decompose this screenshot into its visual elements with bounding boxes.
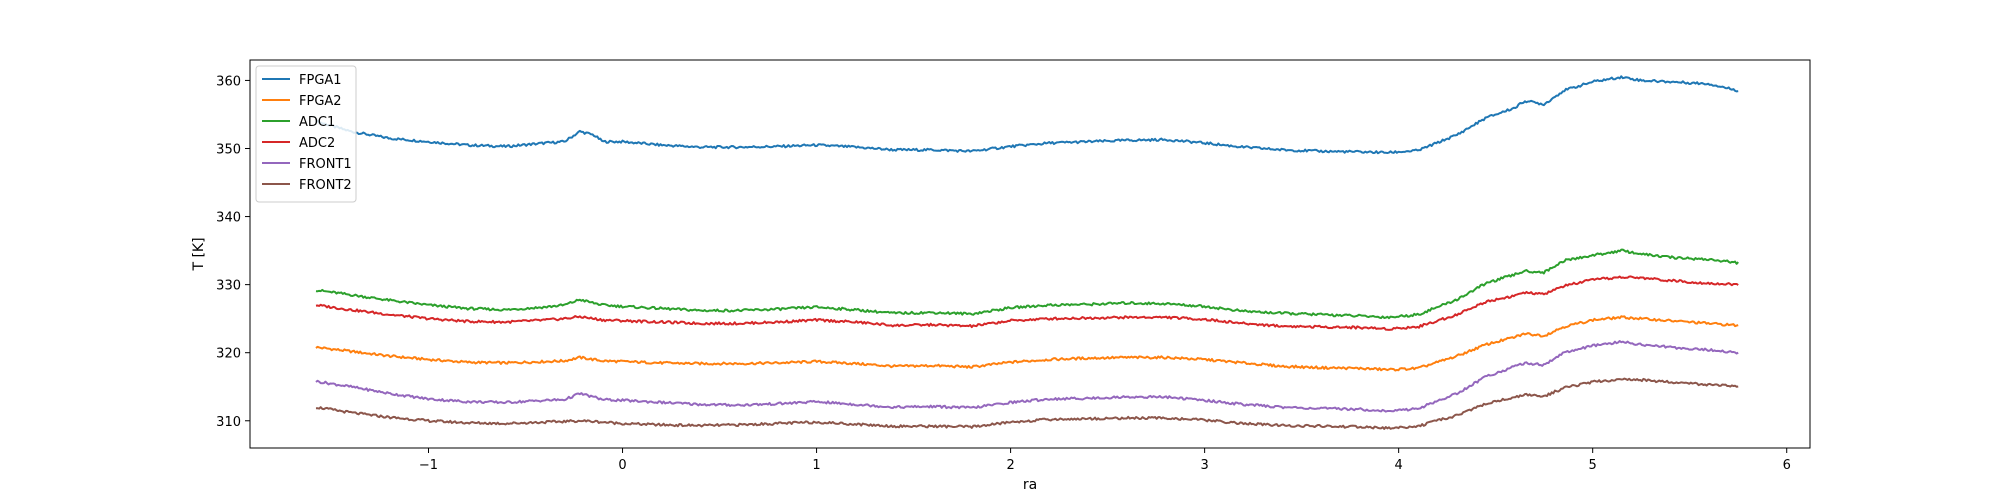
x-tick-label: 2 (1006, 458, 1014, 473)
series-lines (316, 76, 1738, 429)
x-tick-label: 1 (812, 458, 820, 473)
plot-area (316, 76, 1738, 429)
legend-label: ADC2 (299, 136, 335, 151)
y-axis-label: T [K] (191, 237, 207, 271)
legend-label: FPGA1 (299, 73, 342, 88)
y-tick-label: 350 (216, 142, 241, 157)
y-tick-label: 330 (216, 279, 241, 294)
series-line-front1 (316, 341, 1738, 412)
series-line-adc2 (316, 276, 1738, 330)
legend-label: FRONT1 (299, 157, 352, 172)
series-line-front2 (316, 379, 1738, 429)
legend-label: FPGA2 (299, 94, 342, 109)
legend-label: ADC1 (299, 115, 335, 130)
legend-label: FRONT2 (299, 178, 352, 193)
x-tick-label: 5 (1589, 458, 1597, 473)
y-tick-label: 310 (216, 415, 241, 430)
series-line-adc1 (316, 250, 1738, 319)
ticks: −1 0 1 2 3 4 5 6 310 320 330 340 350 360 (216, 74, 1791, 473)
x-tick-label: −1 (419, 458, 438, 473)
y-tick-label: 320 (216, 347, 241, 362)
plot-frame (250, 60, 1810, 448)
x-tick-label: 4 (1395, 458, 1403, 473)
legend: FPGA1 FPGA2 ADC1 ADC2 FRONT1 FRONT2 (256, 66, 356, 202)
y-tick-label: 340 (216, 211, 241, 226)
x-tick-label: 3 (1200, 458, 1208, 473)
x-axis-label: ra (1023, 477, 1037, 493)
y-tick-label: 360 (216, 74, 241, 89)
x-tick-label: 0 (618, 458, 626, 473)
x-tick-label: 6 (1783, 458, 1791, 473)
series-line-fpga1 (316, 76, 1738, 153)
